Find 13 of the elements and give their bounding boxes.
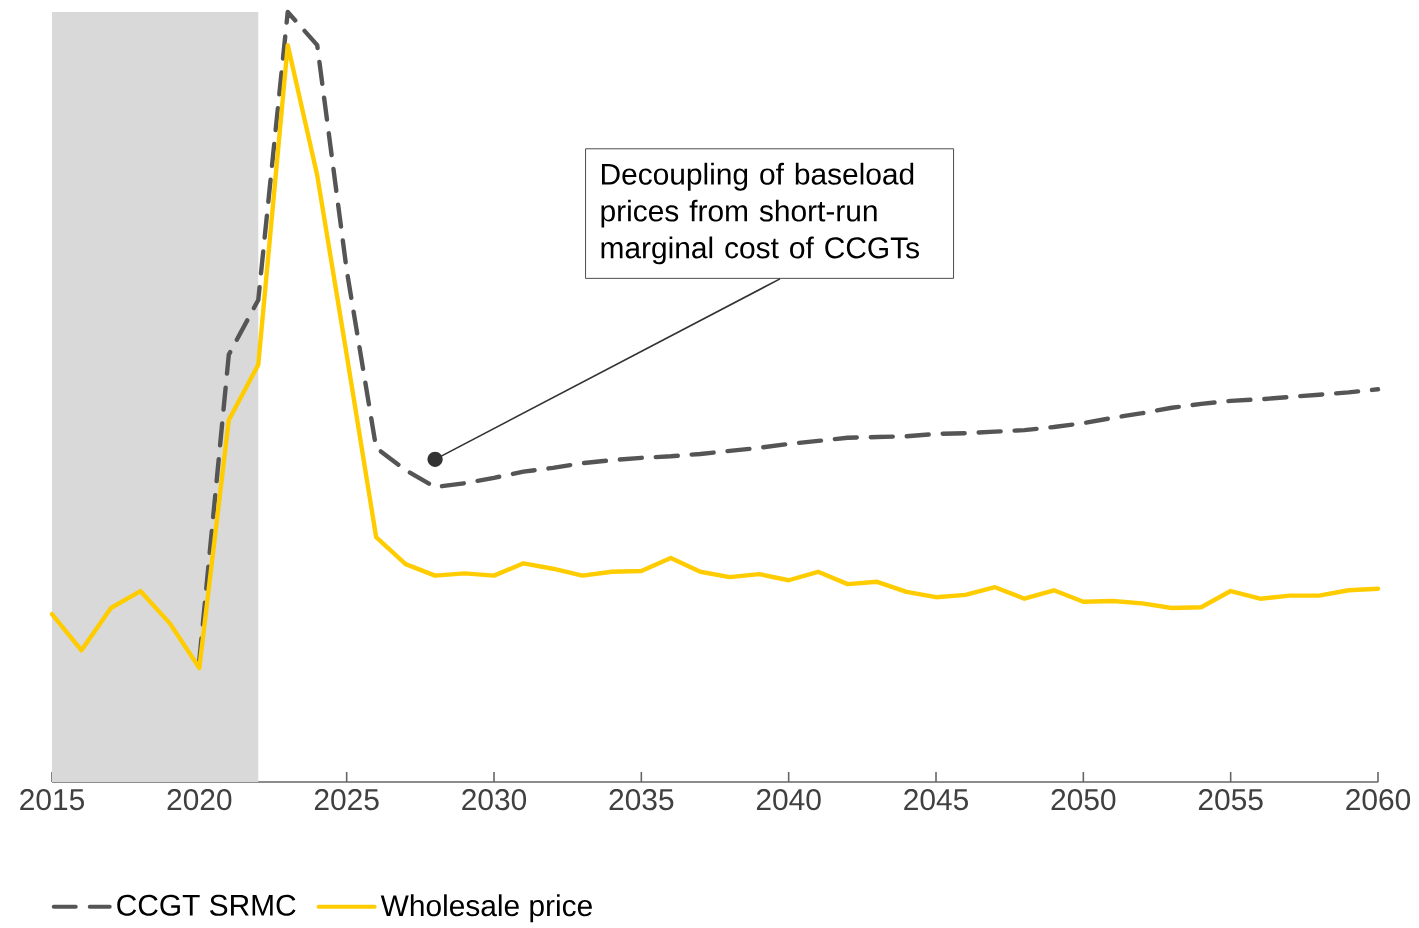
legend-label: Wholesale price [380, 894, 592, 923]
annotation: Decoupling of baseload prices from short-run marginal cost of CCGTs [601, 162, 919, 265]
x-tick-label: 2020 [167, 789, 232, 811]
x-tick-label: 2040 [756, 789, 821, 811]
x-tick-label: 2045 [904, 789, 968, 811]
x-tick-label: 2025 [314, 789, 379, 811]
x-tick-label: 2060 [1346, 789, 1411, 811]
x-tick-label: 2055 [1198, 789, 1263, 811]
legend-label: CCGT SRMC [117, 894, 296, 916]
x-tick-label: 2035 [609, 789, 674, 811]
x-tick-label: 2030 [462, 789, 527, 811]
x-tick-label: 2015 [20, 789, 84, 811]
x-tick-label: 2050 [1051, 789, 1116, 811]
